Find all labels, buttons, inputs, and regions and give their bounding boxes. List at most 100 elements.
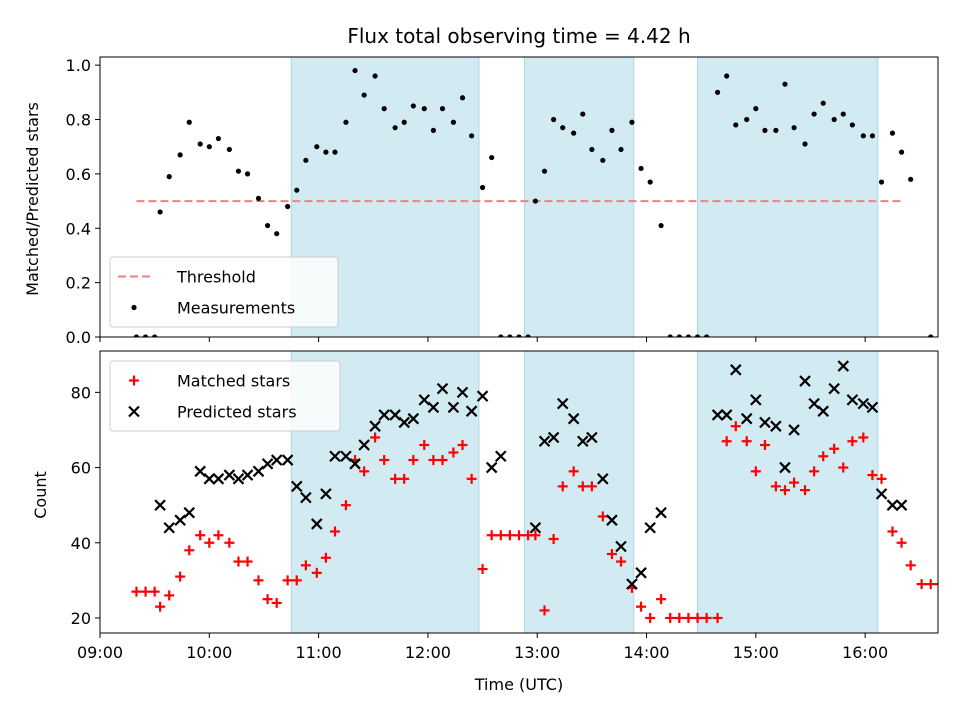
data-point-1-1-83 [928,334,934,337]
data-point-2-2-42 [576,435,589,448]
data-point-2-1-55 [645,612,656,623]
data-point-2-1-58 [674,612,685,623]
data-point-2-1-17 [282,575,293,586]
axes-frame-2 [99,350,939,634]
data-point-2-2-31 [447,401,460,414]
data-point-2-1-72 [809,466,820,477]
data-point-2-2-57 [770,420,782,432]
data-point-1-1-57 [667,334,673,337]
data-point-2-1-41 [514,530,524,541]
data-point-2-2-41 [567,412,580,425]
data-point-1-1-45 [551,116,557,123]
data-point-1-1-15 [265,222,271,229]
data-point-1-1-29 [401,119,407,125]
legend-swatch-2-1 [129,375,139,386]
y-tick-label-2-4: 80 [71,383,91,402]
data-point-2-2-32 [456,386,469,399]
data-point-1-1-71 [802,141,808,147]
data-point-1-1-32 [430,127,436,133]
data-point-2-1-47 [568,466,579,477]
data-point-2-1-9 [204,537,215,548]
data-point-2-2-66 [857,397,870,410]
data-point-2-2-51 [711,409,724,421]
data-point-2-2-36 [495,450,507,463]
data-point-2-2-63 [828,382,840,395]
legend-label-1-2: Measurements [177,299,295,318]
data-point-2-1-20 [311,567,322,578]
data-point-1-1-34 [450,119,457,125]
data-point-2-2-35 [485,461,498,474]
data-point-2-1-6 [175,571,186,582]
data-point-2-1-79 [876,473,887,484]
data-point-2-2-70 [895,499,908,511]
data-point-2-2-58 [779,461,791,474]
data-point-1-1-13 [244,171,251,177]
data-point-2-1-40 [504,530,515,541]
data-point-1-1-21 [323,149,329,155]
data-point-2-1-54 [636,601,647,612]
data-point-2-2-28 [418,394,431,406]
x-tick-label-4: 12:00 [405,643,451,662]
data-point-2-2-33 [465,405,478,417]
data-point-2-2-60 [799,375,811,387]
data-point-1-1-64 [733,122,739,128]
y-tick-label-2-1: 20 [71,609,91,628]
data-point-2-2-14 [281,454,294,466]
data-point-1-1-40 [507,334,513,337]
data-point-1-1-43 [532,198,538,204]
data-point-2-2-50 [655,506,667,519]
data-point-2-2-38 [538,435,551,448]
data-point-2-2-26 [398,416,411,429]
data-point-2-1-1 [131,586,142,597]
data-point-2-2-18 [320,488,332,500]
data-point-2-1-60 [692,612,703,623]
data-point-1-1-10 [215,135,222,142]
data-point-2-1-51 [606,549,617,560]
data-point-2-1-64 [730,421,741,432]
data-point-2-1-30 [408,455,419,466]
data-point-1-1-2 [142,334,149,337]
plot-area-1 [133,67,938,337]
data-point-2-2-22 [358,439,370,451]
data-point-1-1-1 [133,334,140,337]
data-point-2-1-8 [195,530,206,541]
data-point-1-1-31 [421,106,427,112]
data-point-2-2-2 [163,521,176,534]
y-tick-label-1-4: 0.6 [66,165,91,184]
y-tick-label-1-1: 0.0 [66,328,91,347]
data-point-2-2-49 [644,521,656,534]
data-point-2-1-75 [838,462,849,473]
data-point-1-1-59 [685,334,692,337]
data-point-2-1-49 [586,481,597,492]
legend-swatch-2-2 [128,405,140,418]
data-point-1-1-58 [676,334,682,337]
data-point-2-2-45 [606,514,618,526]
data-point-2-2-68 [875,488,888,500]
data-point-2-1-78 [867,470,878,481]
data-point-1-1-4 [157,209,163,215]
data-point-2-1-25 [359,466,370,477]
data-point-1-1-61 [704,334,710,337]
data-point-1-1-18 [294,187,300,193]
data-point-1-1-16 [274,231,280,237]
data-point-2-2-10 [241,469,254,481]
data-point-2-2-69 [886,499,899,511]
data-point-1-1-24 [352,67,358,74]
series-2-2 [154,360,908,590]
data-point-2-2-25 [389,409,401,421]
y-axis-label-top: Matched/Predicted stars [23,102,42,296]
x-tick-label-5: 13:00 [514,643,560,662]
data-point-2-1-13 [242,556,253,567]
data-point-1-1-8 [197,141,203,147]
legend-label-2-1: Matched stars [177,372,290,391]
data-point-1-1-19 [303,157,309,163]
panel-counts: 20 40 60 80 09:00 10:00 11:00 12:00 13:00 14:00 15… [71,350,939,662]
data-point-1-1-14 [255,195,262,201]
data-point-2-1-59 [683,612,694,623]
data-point-2-1-68 [770,481,781,492]
data-point-1-1-3 [152,334,158,337]
data-point-1-1-33 [439,106,446,112]
data-point-2-1-63 [721,436,732,447]
data-point-2-2-6 [203,473,216,485]
x-tick-label-7: 15:00 [733,643,779,662]
